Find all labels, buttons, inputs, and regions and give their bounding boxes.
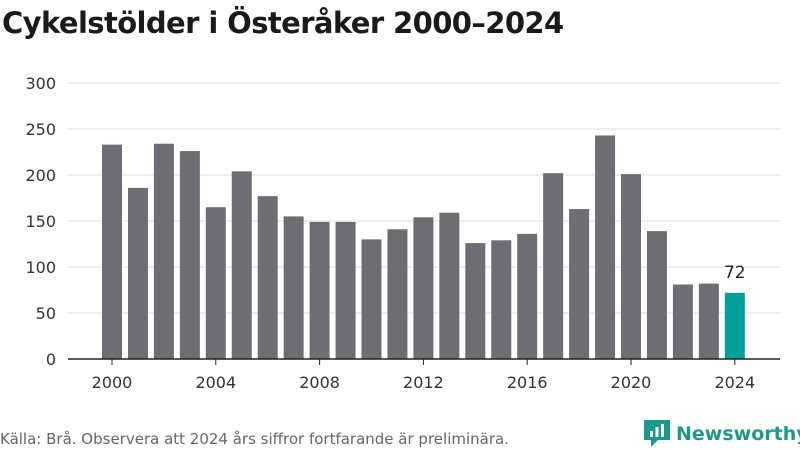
bar-2017 — [543, 173, 564, 359]
bar-2014 — [465, 243, 486, 359]
y-tick-label: 100 — [25, 258, 56, 277]
bar-2013 — [439, 212, 460, 359]
y-tick-label: 0 — [46, 350, 56, 369]
bar-2005 — [231, 171, 252, 359]
brand-logo: Newsworthy — [644, 420, 800, 448]
axes — [68, 358, 780, 365]
bar-2021 — [646, 231, 667, 359]
x-tick-label: 2016 — [507, 373, 548, 392]
brand-name: Newsworthy — [676, 423, 800, 445]
bar-2010 — [361, 239, 382, 359]
y-tick-label: 250 — [25, 120, 56, 139]
y-tick-label: 300 — [25, 74, 56, 93]
bar-2003 — [179, 151, 200, 359]
x-tick-label: 2024 — [714, 373, 755, 392]
bar-2023 — [698, 283, 719, 359]
y-tick-label: 150 — [25, 212, 56, 231]
bar-2019 — [595, 135, 616, 359]
bar-2020 — [621, 174, 641, 359]
bar-2009 — [335, 221, 356, 359]
bar-chart: 0 50 100 150 200 250 300 2000 2004 2008 2012 2016 20… — [25, 74, 780, 392]
bar-2008 — [309, 221, 330, 359]
bar-2000 — [102, 144, 122, 359]
data-label-2024: 72 — [724, 263, 746, 283]
bar-2011 — [387, 229, 408, 359]
bars — [102, 135, 745, 359]
bar-2022 — [672, 284, 693, 359]
x-tick-label: 2012 — [403, 373, 444, 392]
chart-title: Cykelstölder i Österåker 2000–2024 — [2, 6, 564, 40]
x-tick-label: 2008 — [299, 373, 340, 392]
bar-2018 — [569, 209, 590, 359]
bar-2007 — [283, 216, 304, 359]
bar-2015 — [491, 240, 512, 359]
labels: 0 50 100 150 200 250 300 2000 2004 2008 2012 2016 20… — [25, 74, 755, 392]
bar-2012 — [413, 217, 434, 359]
newsworthy-logo-icon — [644, 420, 670, 447]
bar-2024 — [724, 292, 745, 359]
y-tick-label: 200 — [25, 166, 56, 185]
x-tick-label: 2000 — [92, 373, 133, 392]
bar-2006 — [257, 196, 278, 359]
bar-2016 — [517, 233, 538, 359]
y-tick-label: 50 — [36, 304, 56, 323]
source-note: Källa: Brå. Observera att 2024 års siffr… — [0, 430, 509, 448]
x-tick-label: 2020 — [611, 373, 652, 392]
bar-2002 — [153, 143, 174, 359]
bar-2001 — [127, 187, 148, 359]
x-tick-label: 2004 — [195, 373, 236, 392]
bar-2004 — [205, 207, 226, 359]
